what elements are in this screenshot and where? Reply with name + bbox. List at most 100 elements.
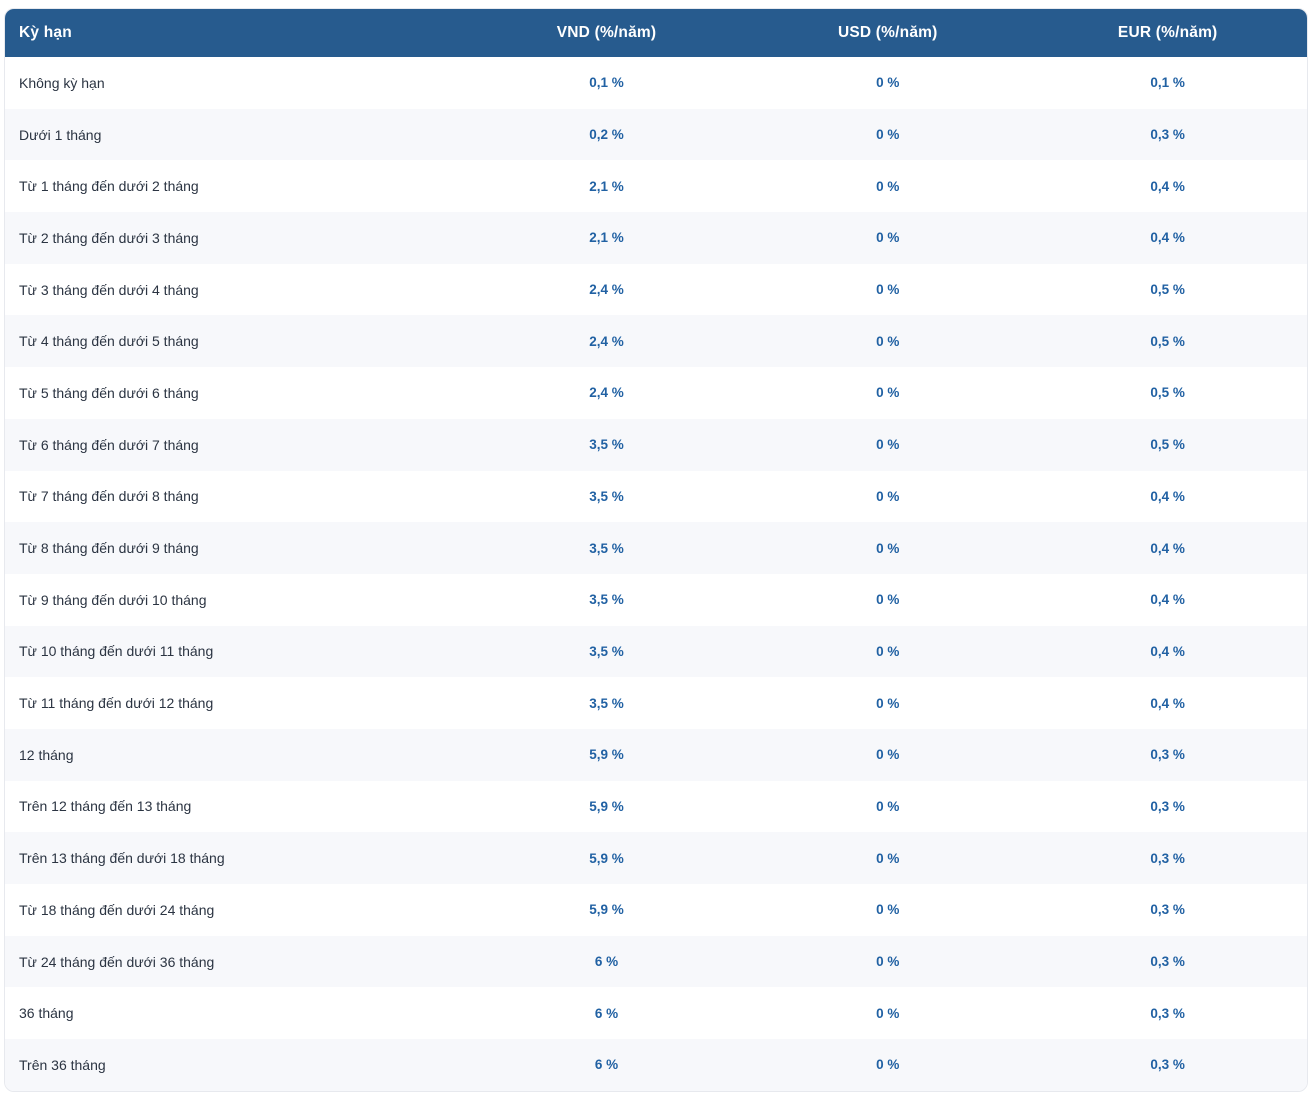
eur-cell: 0,5 % <box>1150 385 1185 401</box>
usd-cell: 0 % <box>876 127 900 143</box>
column-header-eur: EUR (%/năm) <box>1028 9 1307 57</box>
table-row: Từ 10 tháng đến dưới 11 tháng 3,5 % 0 % 0,4… <box>5 625 1307 678</box>
table-row: Từ 4 tháng đến dưới 5 tháng 2,4 % 0 % 0,5 % <box>5 315 1307 368</box>
usd-cell: 0 % <box>876 592 900 608</box>
eur-cell: 0,4 % <box>1150 643 1185 659</box>
column-header-vnd: VND (%/năm) <box>465 9 748 57</box>
vnd-cell: 0,1 % <box>589 75 624 91</box>
usd-cell: 0 % <box>876 798 900 814</box>
usd-cell: 0 % <box>876 643 900 659</box>
table-row: 12 tháng 5,9 % 0 % 0,3 % <box>5 728 1307 781</box>
eur-cell: 0,3 % <box>1150 902 1185 918</box>
eur-cell: 0,4 % <box>1150 695 1185 711</box>
term-cell: Từ 3 tháng đến dưới 4 tháng <box>19 281 199 298</box>
term-cell: Dưới 1 tháng <box>19 126 102 143</box>
interest-rate-table: Kỳ hạn VND (%/năm) USD (%/năm) EUR (%/nă… <box>5 9 1307 1091</box>
eur-cell: 0,3 % <box>1150 747 1185 763</box>
table-header-row: Kỳ hạn VND (%/năm) USD (%/năm) EUR (%/nă… <box>5 9 1307 57</box>
term-cell: Trên 13 tháng đến dưới 18 tháng <box>19 850 225 867</box>
term-cell: Từ 10 tháng đến dưới 11 tháng <box>19 643 214 660</box>
eur-cell: 0,3 % <box>1150 127 1185 143</box>
term-cell: 12 tháng <box>19 746 74 763</box>
eur-cell: 0,3 % <box>1150 954 1185 970</box>
table-row: Trên 12 tháng đến 13 tháng 5,9 % 0 % 0,3 % <box>5 781 1307 833</box>
term-cell: Từ 2 tháng đến dưới 3 tháng <box>19 229 199 246</box>
term-cell: Từ 8 tháng đến dưới 9 tháng <box>19 540 199 557</box>
vnd-cell: 5,9 % <box>589 850 624 866</box>
table-row: Từ 6 tháng đến dưới 7 tháng 3,5 % 0 % 0,5 % <box>5 418 1307 471</box>
vnd-cell: 5,9 % <box>589 747 624 763</box>
usd-cell: 0 % <box>876 282 900 298</box>
vnd-cell: 2,1 % <box>589 178 624 194</box>
usd-cell: 0 % <box>876 333 900 349</box>
table-row: Dưới 1 tháng 0,2 % 0 % 0,3 % <box>5 108 1307 161</box>
term-cell: Trên 12 tháng đến 13 tháng <box>19 798 192 815</box>
usd-cell: 0 % <box>876 695 900 711</box>
vnd-cell: 2,4 % <box>589 385 624 401</box>
table-row: Từ 3 tháng đến dưới 4 tháng 2,4 % 0 % 0,5 % <box>5 264 1307 316</box>
eur-cell: 0,5 % <box>1150 437 1185 453</box>
vnd-cell: 3,5 % <box>589 488 624 504</box>
table-body: Không kỳ hạn 0,1 % 0 % 0,1 % Dưới 1 tháng 0,2… <box>5 57 1307 1091</box>
term-cell: Từ 6 tháng đến dưới 7 tháng <box>19 436 199 453</box>
usd-cell: 0 % <box>876 178 900 194</box>
eur-cell: 0,4 % <box>1150 178 1185 194</box>
usd-cell: 0 % <box>876 954 900 970</box>
usd-cell: 0 % <box>876 385 900 401</box>
column-header-usd: USD (%/năm) <box>747 9 1029 57</box>
usd-cell: 0 % <box>876 1005 900 1021</box>
eur-cell: 0,3 % <box>1150 1005 1185 1021</box>
vnd-cell: 5,9 % <box>589 902 624 918</box>
table-row: Từ 7 tháng đến dưới 8 tháng 3,5 % 0 % 0,4 % <box>5 471 1307 523</box>
table-row: Từ 1 tháng đến dưới 2 tháng 2,1 % 0 % 0,4 % <box>5 160 1307 212</box>
table-row: Trên 36 tháng 6 % 0 % 0,3 % <box>5 1039 1307 1091</box>
vnd-cell: 2,1 % <box>589 230 624 246</box>
usd-cell: 0 % <box>876 850 900 866</box>
vnd-cell: 0,2 % <box>589 127 624 143</box>
vnd-cell: 3,5 % <box>589 540 624 556</box>
usd-cell: 0 % <box>876 230 900 246</box>
table-row: Từ 18 tháng đến dưới 24 tháng 5,9 % 0 % 0,3… <box>5 884 1307 936</box>
interest-rate-table-card: Kỳ hạn VND (%/năm) USD (%/năm) EUR (%/nă… <box>4 8 1308 1092</box>
vnd-cell: 3,5 % <box>589 695 624 711</box>
table-header: Kỳ hạn VND (%/năm) USD (%/năm) EUR (%/nă… <box>5 9 1307 57</box>
eur-cell: 0,4 % <box>1150 592 1185 608</box>
usd-cell: 0 % <box>876 75 900 91</box>
vnd-cell: 3,5 % <box>589 437 624 453</box>
table-row: Từ 11 tháng đến dưới 12 tháng 3,5 % 0 % 0,4… <box>5 677 1307 729</box>
term-cell: Từ 4 tháng đến dưới 5 tháng <box>19 333 199 350</box>
term-cell: Từ 1 tháng đến dưới 2 tháng <box>19 178 199 195</box>
vnd-cell: 2,4 % <box>589 333 624 349</box>
eur-cell: 0,4 % <box>1150 230 1185 246</box>
column-header-term: Kỳ hạn <box>5 9 466 57</box>
term-cell: Từ 7 tháng đến dưới 8 tháng <box>19 488 199 505</box>
usd-cell: 0 % <box>876 488 900 504</box>
usd-cell: 0 % <box>876 747 900 763</box>
term-cell: Từ 5 tháng đến dưới 6 tháng <box>19 384 199 401</box>
usd-cell: 0 % <box>876 540 900 556</box>
vnd-cell: 3,5 % <box>589 592 624 608</box>
term-cell: Từ 11 tháng đến dưới 12 tháng <box>19 695 214 712</box>
usd-cell: 0 % <box>876 437 900 453</box>
table-row: 36 tháng 6 % 0 % 0,3 % <box>5 987 1307 1039</box>
table-row: Từ 5 tháng đến dưới 6 tháng 2,4 % 0 % 0,5 % <box>5 367 1307 419</box>
vnd-cell: 6 % <box>594 1057 619 1073</box>
vnd-cell: 3,5 % <box>589 643 624 659</box>
term-cell: Từ 18 tháng đến dưới 24 tháng <box>19 901 215 918</box>
table-row: Từ 24 tháng đến dưới 36 tháng 6 % 0 % 0,3 % <box>5 935 1307 988</box>
table-row: Từ 8 tháng đến dưới 9 tháng 3,5 % 0 % 0,4 % <box>5 522 1307 574</box>
eur-cell: 0,4 % <box>1150 488 1185 504</box>
term-cell: Từ 9 tháng đến dưới 10 tháng <box>19 591 207 608</box>
term-cell: 36 tháng <box>19 1005 74 1022</box>
term-cell: Từ 24 tháng đến dưới 36 tháng <box>19 953 215 970</box>
vnd-cell: 5,9 % <box>589 798 624 814</box>
table-row: Từ 2 tháng đến dưới 3 tháng 2,1 % 0 % 0,4 % <box>5 212 1307 264</box>
eur-cell: 0,5 % <box>1150 333 1185 349</box>
table-row: Không kỳ hạn 0,1 % 0 % 0,1 % <box>5 57 1307 109</box>
eur-cell: 0,4 % <box>1150 540 1185 556</box>
eur-cell: 0,5 % <box>1150 282 1185 298</box>
eur-cell: 0,3 % <box>1150 1057 1185 1073</box>
eur-cell: 0,1 % <box>1150 75 1185 91</box>
usd-cell: 0 % <box>876 1057 900 1073</box>
term-cell: Trên 36 tháng <box>19 1056 106 1073</box>
